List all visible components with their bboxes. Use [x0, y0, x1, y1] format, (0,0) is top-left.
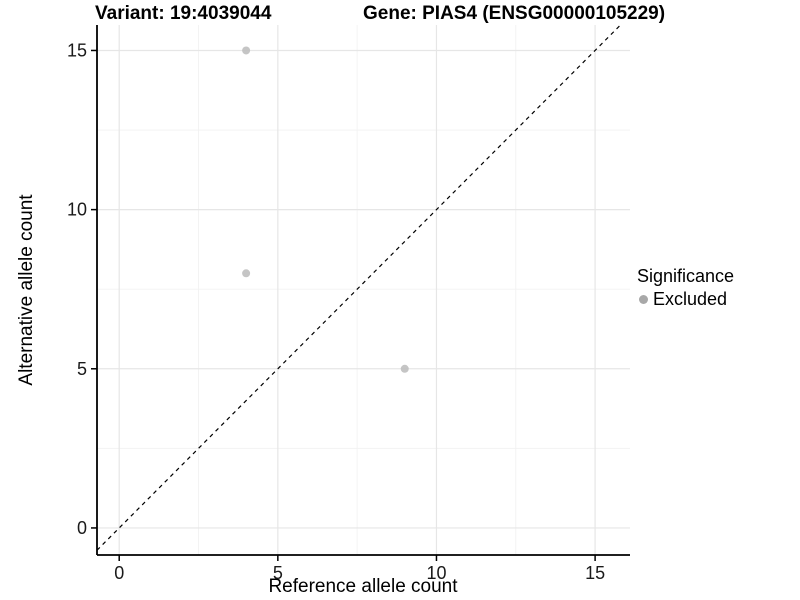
y-tick-label: 10 [67, 200, 87, 220]
x-tick-label: 5 [273, 563, 283, 583]
legend-title: Significance [637, 266, 735, 286]
legend-item-excluded: Excluded [637, 289, 734, 310]
y-tick-label: 0 [77, 518, 87, 538]
x-tick-label: 15 [585, 563, 605, 583]
y-tick-label: 15 [67, 40, 87, 60]
x-tick-label: 0 [114, 563, 124, 583]
y-tick-label: 5 [77, 359, 87, 379]
chart-title-gene: Gene: PIAS4 (ENSG00000105229) [363, 3, 666, 24]
legend-point-icon [639, 295, 648, 304]
x-axis-title: Reference allele count [268, 576, 458, 597]
identity-line [96, 24, 621, 551]
legend: Significance Excluded [637, 266, 734, 310]
data-point [242, 46, 251, 55]
legend-item-label: Excluded [653, 289, 728, 309]
data-point [400, 364, 409, 373]
data-point [242, 269, 251, 278]
y-axis-title: Alternative allele count [16, 194, 37, 386]
x-tick-label: 10 [426, 563, 446, 583]
chart-title-variant: Variant: 19:4039044 [95, 3, 272, 24]
